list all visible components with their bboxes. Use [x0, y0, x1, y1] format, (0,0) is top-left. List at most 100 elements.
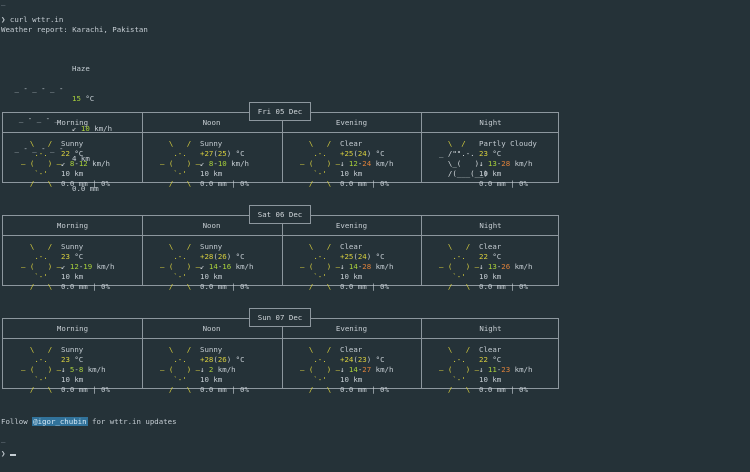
- period-cell: \ / _ /"".-. \_( ). /(___(__) Partly Cloud…: [421, 139, 560, 189]
- period-info: Clear 22 °C ↓ 11-23 km/h 10 km 0.0 mm | 0%: [479, 345, 579, 395]
- sun-icon: \ / .-. ― ( ) ― `-' / \: [160, 242, 201, 291]
- period-label: Night: [479, 221, 502, 230]
- visibility: 10 km: [200, 375, 223, 384]
- precipitation: 0.0 mm | 0%: [61, 385, 110, 394]
- period-cell: \ / .-. ― ( ) ― `-' / \ Clear 22 °C ↓ 11-23 …: [421, 345, 560, 395]
- period-info: Sunny +28(26) °C ↙ 14-16 km/h 10 km 0.0 mm |…: [200, 242, 300, 292]
- visibility: 10 km: [479, 169, 502, 178]
- temperature: +28(26) °C: [200, 252, 245, 261]
- period-label: Morning: [56, 324, 89, 333]
- period-label: Morning: [56, 221, 89, 230]
- period-cell: \ / .-. ― ( ) ― `-' / \ Clear +24(23) °C ↓ 1…: [282, 345, 421, 395]
- bottom-separator: –: [1, 437, 6, 446]
- twitter-handle-link[interactable]: @igor_chubin: [32, 417, 88, 426]
- period-cell: \ / .-. ― ( ) ― `-' / \ Sunny 22 °C ↙ 8-12 k…: [3, 139, 142, 189]
- visibility: 10 km: [340, 169, 363, 178]
- current-info: Haze 15 °C ↙ 10 km/h 4 km 0.0 mm: [72, 44, 252, 214]
- precipitation: 0.0 mm | 0%: [200, 385, 249, 394]
- follow-line: Follow @igor_chubin for wttr.in updates: [1, 417, 177, 426]
- forecast-table: Morning Noon Evening Night \ / .-. ― ( ) ― `…: [2, 318, 559, 394]
- sun-icon: \ / .-. ― ( ) ― `-' / \: [300, 345, 341, 394]
- forecast-table: Morning Noon Evening Night \ / .-. ― ( ) ― `…: [2, 112, 559, 188]
- bottom-prompt[interactable]: ❯: [1, 449, 16, 459]
- visibility: 10 km: [61, 375, 84, 384]
- temperature: +28(26) °C: [200, 355, 245, 364]
- date-label: Fri 05 Dec: [249, 102, 311, 121]
- period-info: Clear +24(23) °C ↓ 14-27 km/h 10 km 0.0 mm |…: [340, 345, 440, 395]
- partly-cloudy-icon: \ / _ /"".-. \_( ). /(___(__): [439, 139, 488, 178]
- sun-icon: \ / .-. ― ( ) ― `-' / \: [439, 345, 480, 394]
- visibility: 10 km: [479, 272, 502, 281]
- wind: ↓ 5-8 km/h: [61, 365, 106, 374]
- date-label: Sat 06 Dec: [249, 205, 311, 224]
- precipitation: 0.0 mm | 0%: [340, 179, 389, 188]
- wind: ↓ 14-28 km/h: [340, 262, 394, 271]
- condition-text: Sunny: [200, 345, 223, 354]
- visibility: 10 km: [340, 375, 363, 384]
- column-divider: [142, 113, 143, 182]
- current-condition: Haze: [72, 64, 90, 73]
- wind: ↓ 13-26 km/h: [479, 262, 533, 271]
- period-label: Evening: [335, 221, 368, 230]
- precipitation: 0.0 mm | 0%: [61, 179, 110, 188]
- temperature: 23 °C: [479, 149, 502, 158]
- temperature: +25(24) °C: [340, 252, 385, 261]
- wind-arrow-icon: ↙: [61, 159, 66, 168]
- condition-text: Clear: [340, 139, 363, 148]
- sun-icon: \ / .-. ― ( ) ― `-' / \: [21, 242, 62, 291]
- visibility: 10 km: [61, 169, 84, 178]
- wind: ↙ 8-10 km/h: [200, 159, 249, 168]
- wind: ↙ 12-19 km/h: [61, 262, 115, 271]
- temperature: +27(25) °C: [200, 149, 245, 158]
- period-info: Sunny +28(26) °C ↓ 2 km/h 10 km 0.0 mm | 0%: [200, 345, 300, 395]
- condition-text: Sunny: [200, 139, 223, 148]
- period-header-row: [3, 216, 558, 236]
- period-cell: \ / .-. ― ( ) ― `-' / \ Clear 22 °C ↓ 13-26 …: [421, 242, 560, 292]
- column-divider: [282, 216, 283, 285]
- visibility: 10 km: [61, 272, 84, 281]
- wind: ↓ 14-27 km/h: [340, 365, 394, 374]
- period-info: Sunny 22 °C ↙ 8-12 km/h 10 km 0.0 mm | 0%: [61, 139, 161, 189]
- prompt-symbol: ❯: [1, 15, 6, 24]
- wind-arrow-icon: ↓: [340, 365, 345, 374]
- report-title: Weather report: Karachi, Pakistan: [1, 25, 148, 34]
- period-label: Morning: [56, 118, 89, 127]
- column-divider: [282, 113, 283, 182]
- period-info: Clear 22 °C ↓ 13-26 km/h 10 km 0.0 mm | 0%: [479, 242, 579, 292]
- command-text: curl wttr.in: [9, 15, 64, 24]
- sun-icon: \ / .-. ― ( ) ― `-' / \: [300, 242, 341, 291]
- column-divider: [142, 319, 143, 388]
- wind-arrow-icon: ↓: [479, 365, 484, 374]
- condition-text: Clear: [479, 242, 502, 251]
- wind-arrow-icon: ↓: [340, 262, 345, 271]
- period-info: Sunny 23 °C ↙ 12-19 km/h 10 km 0.0 mm | 0%: [61, 242, 161, 292]
- temperature: 22 °C: [61, 149, 84, 158]
- sun-icon: \ / .-. ― ( ) ― `-' / \: [160, 139, 201, 188]
- precipitation: 0.0 mm | 0%: [340, 282, 389, 291]
- sun-icon: \ / .-. ― ( ) ― `-' / \: [21, 345, 62, 394]
- wind: ↓ 2 km/h: [200, 365, 236, 374]
- period-cell: \ / .-. ― ( ) ― `-' / \ Sunny +28(26) °C ↓ 2…: [142, 345, 281, 395]
- sun-icon: \ / .-. ― ( ) ― `-' / \: [160, 345, 201, 394]
- wind: ↓ 13-28 km/h: [479, 159, 533, 168]
- temperature: +24(23) °C: [340, 355, 385, 364]
- period-label: Night: [479, 324, 502, 333]
- top-separator: –: [1, 0, 6, 9]
- forecast-table: Morning Noon Evening Night \ / .-. ― ( ) ― `…: [2, 215, 559, 291]
- period-label: Night: [479, 118, 502, 127]
- period-info: Clear +25(24) °C ↓ 14-28 km/h 10 km 0.0 mm |…: [340, 242, 440, 292]
- current-temp: 15 °C: [72, 94, 95, 103]
- period-cell: \ / .-. ― ( ) ― `-' / \ Sunny 23 °C ↙ 12-19 …: [3, 242, 142, 292]
- column-divider: [421, 113, 422, 182]
- temperature: 23 °C: [61, 355, 84, 364]
- period-header-row: [3, 113, 558, 133]
- haze-icon: _ - _ - _ - _ - _ - _ _ - _ - _ -: [10, 84, 64, 153]
- period-cell: \ / .-. ― ( ) ― `-' / \ Clear +25(24) °C ↓ 1…: [282, 242, 421, 292]
- wind-arrow-icon: ↓: [479, 159, 484, 168]
- temperature: 23 °C: [61, 252, 84, 261]
- period-cell: \ / .-. ― ( ) ― `-' / \ Sunny 23 °C ↓ 5-8 km…: [3, 345, 142, 395]
- wind-arrow-icon: ↓: [479, 262, 484, 271]
- wind-arrow-icon: ↙: [61, 262, 66, 271]
- period-info: Sunny 23 °C ↓ 5-8 km/h 10 km 0.0 mm | 0%: [61, 345, 161, 395]
- period-info: Sunny +27(25) °C ↙ 8-10 km/h 10 km 0.0 mm | …: [200, 139, 300, 189]
